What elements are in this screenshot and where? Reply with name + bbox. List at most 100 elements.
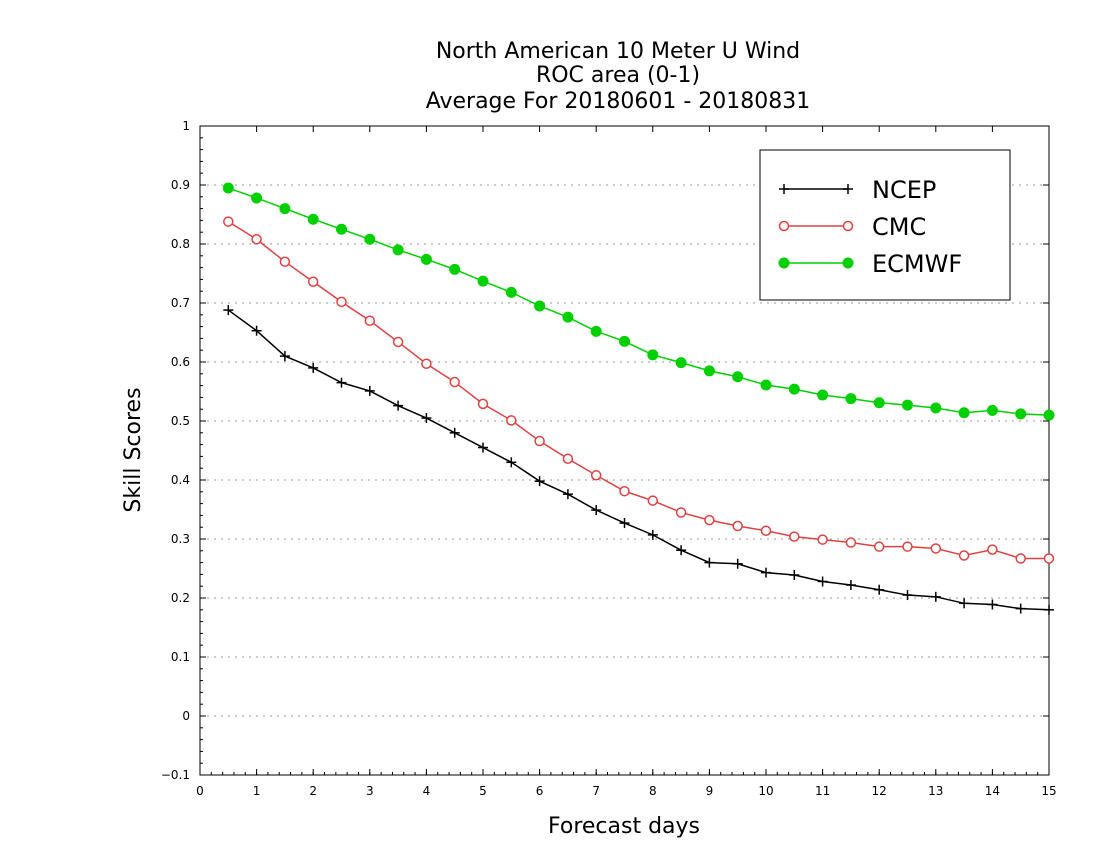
x-tick-label-8: 8 xyxy=(649,784,657,798)
data-point-cmc-2 xyxy=(279,256,291,267)
x-tick-label-12: 12 xyxy=(872,784,887,798)
legend-marker-right-ncep xyxy=(843,184,853,194)
data-point-cmc-27 xyxy=(987,544,998,555)
data-point-ncep-7 xyxy=(421,413,432,424)
data-point-cmc-26 xyxy=(958,550,970,561)
chart-title-line-1: North American 10 Meter U Wind xyxy=(436,39,800,64)
data-point-ecmwf-14 xyxy=(619,335,630,347)
data-point-ncep-28 xyxy=(1015,603,1026,614)
series-line-ncep xyxy=(227,309,1050,611)
data-point-ncep-1 xyxy=(251,325,262,336)
y-tick-label-4: 0.3 xyxy=(171,532,190,546)
data-point-ecmwf-8 xyxy=(449,263,461,275)
data-point-cmc-4 xyxy=(336,296,347,308)
data-point-cmc-8 xyxy=(449,376,460,388)
gridlines xyxy=(200,184,1049,717)
legend-label-ncep: NCEP xyxy=(872,176,936,204)
x-tick-label-1: 1 xyxy=(253,784,261,798)
data-point-cmc-5 xyxy=(364,315,376,326)
data-point-ncep-24 xyxy=(902,590,913,601)
data-point-ncep-0 xyxy=(223,305,234,316)
legend-marker-left-ecmwf xyxy=(778,257,790,269)
data-point-ncep-2 xyxy=(279,351,290,362)
data-point-ecmwf-11 xyxy=(534,300,546,312)
y-tick-label-0: −0.1 xyxy=(161,768,190,782)
data-point-ecmwf-15 xyxy=(647,349,659,361)
legend-entry-cmc: CMC xyxy=(778,213,926,241)
data-point-ecmwf-22 xyxy=(845,393,857,405)
data-point-ncep-21 xyxy=(817,576,828,587)
x-tick-label-13: 13 xyxy=(928,784,943,798)
data-point-cmc-16 xyxy=(675,507,687,518)
data-point-ncep-8 xyxy=(449,427,460,438)
data-point-cmc-6 xyxy=(392,336,404,348)
x-tick-label-4: 4 xyxy=(423,784,431,798)
data-point-ncep-27 xyxy=(987,599,998,610)
legend-marker-left-ncep xyxy=(779,184,789,194)
data-point-ncep-11 xyxy=(534,476,545,487)
data-point-cmc-14 xyxy=(619,485,630,497)
data-point-ecmwf-23 xyxy=(873,397,885,409)
x-tick-label-15: 15 xyxy=(1041,784,1056,798)
data-point-ecmwf-19 xyxy=(760,379,772,391)
x-tick-label-5: 5 xyxy=(479,784,487,798)
data-point-ecmwf-26 xyxy=(958,407,970,419)
data-point-ncep-10 xyxy=(506,457,517,468)
data-point-ncep-29 xyxy=(1044,604,1054,615)
data-point-ncep-9 xyxy=(478,442,488,453)
series-ncep xyxy=(223,305,1054,615)
data-point-cmc-19 xyxy=(760,525,772,536)
axes: −0.100.10.20.30.40.50.60.70.80.910 1 2 3 4 5 6… xyxy=(161,119,1057,798)
data-point-cmc-10 xyxy=(506,415,517,426)
x-tick-label-6: 6 xyxy=(536,784,544,798)
data-point-ncep-18 xyxy=(732,558,743,569)
y-tick-label-2: 0.1 xyxy=(171,650,190,664)
data-point-ecmwf-25 xyxy=(930,402,942,414)
x-tick-label-2: 2 xyxy=(309,784,317,798)
data-point-ncep-25 xyxy=(930,591,941,602)
x-tick-label-9: 9 xyxy=(706,784,714,798)
data-point-cmc-12 xyxy=(562,453,574,465)
data-point-cmc-29 xyxy=(1043,553,1055,564)
data-point-cmc-24 xyxy=(902,541,913,552)
series-layer xyxy=(222,182,1055,615)
legend-marker-left-cmc xyxy=(778,220,790,232)
legend-marker-right-cmc xyxy=(842,220,854,232)
chart-title: North American 10 Meter U Wind ROC area … xyxy=(426,39,811,114)
data-point-ecmwf-6 xyxy=(392,244,404,256)
data-point-cmc-15 xyxy=(647,495,659,506)
data-point-ecmwf-29 xyxy=(1043,409,1055,421)
y-tick-label-8: 0.7 xyxy=(171,296,190,310)
data-point-cmc-20 xyxy=(789,531,800,542)
data-point-ecmwf-21 xyxy=(817,389,829,401)
x-tick-label-10: 10 xyxy=(758,784,773,798)
data-point-ecmwf-17 xyxy=(703,365,715,377)
data-point-ecmwf-7 xyxy=(420,253,432,265)
data-point-ncep-23 xyxy=(874,584,885,595)
data-point-ncep-15 xyxy=(647,529,658,540)
plot-frame xyxy=(199,125,1050,776)
data-point-ecmwf-16 xyxy=(675,357,687,369)
data-point-ecmwf-12 xyxy=(562,311,574,323)
data-point-cmc-22 xyxy=(845,537,857,548)
data-point-ncep-26 xyxy=(959,598,970,609)
data-point-ncep-6 xyxy=(393,400,404,411)
y-tick-label-7: 0.6 xyxy=(171,355,190,369)
data-point-ncep-22 xyxy=(845,580,856,591)
series-ecmwf xyxy=(222,182,1055,421)
data-point-cmc-0 xyxy=(223,216,234,227)
y-axis-title: Skill Scores xyxy=(121,387,146,512)
data-point-ecmwf-28 xyxy=(1015,408,1027,420)
data-point-cmc-23 xyxy=(873,541,885,552)
x-axis-title: Forecast days xyxy=(548,814,700,839)
x-tick-label-11: 11 xyxy=(815,784,830,798)
data-point-cmc-21 xyxy=(817,534,828,545)
y-tick-label-10: 0.9 xyxy=(171,178,190,192)
legend-entry-ncep: NCEP xyxy=(779,176,936,204)
legend-label-ecmwf: ECMWF xyxy=(872,250,962,278)
data-point-ecmwf-9 xyxy=(477,275,489,287)
data-point-ncep-4 xyxy=(336,377,347,388)
data-point-ecmwf-10 xyxy=(505,286,517,298)
legend: NCEP CMC ECMWF xyxy=(759,149,1011,301)
data-point-ecmwf-5 xyxy=(364,233,376,245)
